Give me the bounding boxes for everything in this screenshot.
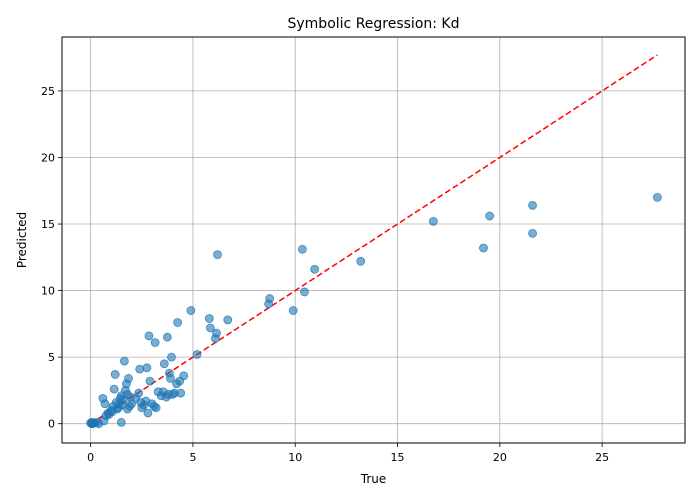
data-point	[173, 318, 182, 327]
data-point	[100, 399, 110, 409]
data-point	[116, 417, 126, 427]
data-point	[166, 374, 175, 383]
data-point	[356, 256, 366, 266]
data-point	[485, 211, 495, 221]
data-point	[150, 338, 160, 347]
x-tick-label: 10	[288, 451, 302, 464]
data-point	[213, 250, 222, 260]
data-point	[204, 314, 214, 323]
data-point	[528, 228, 537, 238]
chart-title: Symbolic Regression: Kd	[288, 16, 460, 32]
x-axis-label: True	[360, 472, 387, 486]
data-point	[145, 376, 155, 386]
data-point	[135, 364, 145, 374]
data-point	[212, 328, 221, 338]
data-point	[120, 356, 129, 366]
y-tick-label: 15	[41, 218, 55, 231]
reference-line	[90, 54, 658, 425]
x-axis-ticks: 0 5 10 15 20 25	[87, 443, 609, 464]
data-point	[186, 306, 196, 315]
data-point	[652, 193, 662, 202]
data-point	[142, 363, 152, 373]
data-point	[124, 374, 133, 383]
x-tick-label: 5	[189, 451, 196, 464]
data-point	[192, 350, 202, 359]
data-point	[298, 244, 307, 254]
data-point	[528, 200, 537, 210]
y-tick-label: 20	[41, 151, 55, 164]
data-point	[143, 408, 153, 418]
data-point	[428, 216, 438, 226]
data-point	[159, 359, 169, 369]
data-point	[109, 384, 119, 394]
grid-lines	[62, 37, 685, 443]
data-point	[162, 332, 172, 342]
y-axis-label: Predicted	[15, 212, 29, 268]
data-point	[176, 388, 186, 398]
data-point	[144, 331, 154, 341]
data-points	[86, 193, 662, 429]
data-point	[167, 352, 176, 362]
y-tick-label: 10	[41, 285, 55, 298]
x-tick-label: 15	[391, 451, 405, 464]
data-point	[151, 403, 161, 413]
data-point	[310, 264, 320, 274]
data-point	[179, 371, 189, 381]
data-point	[134, 388, 144, 398]
data-point	[89, 418, 99, 428]
reference-line-path	[90, 54, 658, 425]
data-point	[205, 323, 215, 333]
y-tick-label: 5	[48, 351, 55, 364]
data-point	[288, 306, 298, 315]
data-point	[110, 370, 120, 379]
data-point	[300, 287, 309, 297]
data-point	[479, 243, 488, 253]
y-tick-label: 0	[48, 418, 55, 431]
data-point	[223, 315, 233, 325]
plot-frame	[61, 36, 686, 444]
x-tick-label: 20	[493, 451, 507, 464]
data-point	[265, 294, 275, 303]
y-axis-ticks: 0 5 10 15 20 25	[41, 85, 62, 431]
x-tick-label: 0	[87, 451, 94, 464]
x-tick-label: 25	[595, 451, 609, 464]
y-tick-label: 25	[41, 85, 55, 98]
